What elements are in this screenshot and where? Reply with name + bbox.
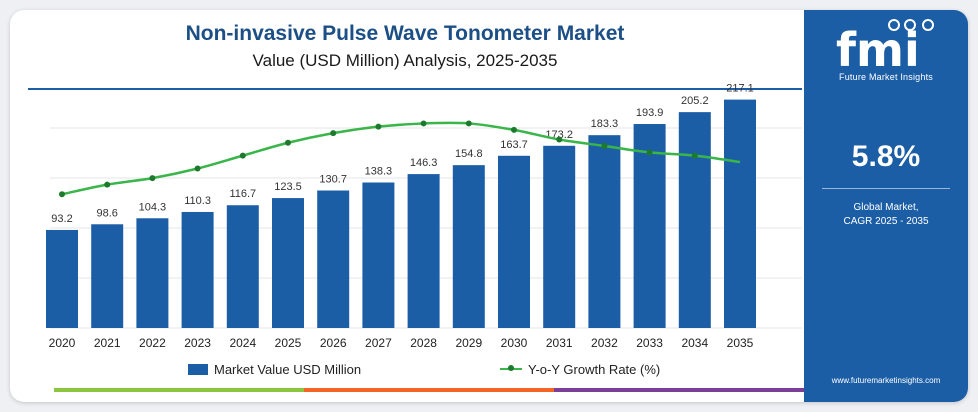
sidebar-panel: fmi Future Market Insights 5.8% Global M… <box>804 10 968 402</box>
bar-value-label-2023: 110.3 <box>184 195 211 207</box>
bar-value-label-2027: 138.3 <box>365 166 393 178</box>
growth-marker-2025 <box>285 139 291 146</box>
bar-value-label-2021: 98.6 <box>96 207 117 219</box>
bar-value-label-2024: 116.7 <box>229 188 256 200</box>
bar-value-label-2032: 183.3 <box>591 118 619 130</box>
footer-strip-orange <box>304 388 554 392</box>
growth-marker-2026 <box>330 130 337 137</box>
x-tick-label-2032: 2032 <box>591 336 618 350</box>
bar-2032 <box>588 135 621 328</box>
bar-value-label-2029: 154.8 <box>455 148 483 160</box>
bar-2022 <box>136 218 169 328</box>
footer-strip-green <box>54 388 304 392</box>
x-tick-label-2029: 2029 <box>455 336 482 350</box>
growth-marker-2030 <box>511 126 517 133</box>
x-tick-label-2035: 2035 <box>727 336 754 350</box>
legend-item-market-value: Market Value USD Million <box>188 360 361 378</box>
x-tick-label-2021: 2021 <box>94 336 121 350</box>
growth-marker-2032 <box>601 142 608 149</box>
cagr-value: 5.8% <box>851 140 921 173</box>
bar-2031 <box>543 145 576 328</box>
bar-value-label-2020: 93.2 <box>51 213 72 225</box>
x-tick-label-2034: 2034 <box>681 336 708 350</box>
bar-2029 <box>452 165 485 328</box>
x-tick-label-2033: 2033 <box>636 336 663 350</box>
bar-2034 <box>678 112 711 328</box>
bar-value-label-2033: 193.9 <box>636 107 664 119</box>
chart-subtitle: Value (USD Million) Analysis, 2025-2035 <box>252 51 558 70</box>
growth-marker-2034 <box>691 152 698 159</box>
website-url: www.futuremarketinsights.com <box>831 376 941 385</box>
x-tick-label-2020: 2020 <box>49 336 76 350</box>
x-tick-label-2030: 2030 <box>501 336 528 350</box>
bar-2020 <box>46 229 78 328</box>
fmi-logo: fmi <box>836 19 934 74</box>
growth-marker-2028 <box>420 120 427 127</box>
growth-marker-2020 <box>59 191 65 198</box>
bar-2030 <box>498 155 530 328</box>
legend-item-growth-rate: Y-o-Y Growth Rate (%) <box>500 360 660 378</box>
bar-value-label-2030: 163.7 <box>500 139 528 151</box>
legend-line-swatch <box>500 365 522 371</box>
x-tick-label-2028: 2028 <box>410 336 437 350</box>
bar-2035 <box>724 99 756 328</box>
growth-marker-2033 <box>646 149 653 156</box>
x-tick-label-2025: 2025 <box>275 336 302 350</box>
bar-2026 <box>317 190 350 328</box>
growth-marker-2031 <box>556 136 563 143</box>
logo-text: fmi <box>836 23 920 74</box>
bar-value-label-2034: 205.2 <box>681 95 709 107</box>
legend-line-label: Y-o-Y Growth Rate (%) <box>528 361 661 377</box>
bar-2033 <box>633 124 666 328</box>
chart-title: Non-invasive Pulse Wave Tonometer Market <box>185 22 625 45</box>
title-divider <box>28 88 802 90</box>
growth-marker-2023 <box>194 165 201 172</box>
logo-subtitle: Future Market Insights <box>839 72 933 82</box>
bar-2021 <box>91 224 124 328</box>
bar-value-label-2028: 146.3 <box>410 157 438 169</box>
growth-marker-2024 <box>239 152 246 159</box>
x-tick-label-2024: 2024 <box>229 336 256 350</box>
footer-strip-purple <box>554 388 804 392</box>
bar-value-label-2022: 104.3 <box>139 201 167 213</box>
x-tick-label-2022: 2022 <box>139 336 166 350</box>
growth-marker-2022 <box>149 175 156 182</box>
legend-bar-swatch <box>188 363 208 375</box>
x-tick-label-2031: 2031 <box>546 336 573 350</box>
sidebar-divider <box>822 188 950 189</box>
growth-marker-2021 <box>104 181 111 188</box>
cagr-label-line1: Global Market, <box>853 202 919 213</box>
bar-2027 <box>362 182 395 328</box>
legend-bar-label: Market Value USD Million <box>214 361 362 377</box>
x-tick-label-2026: 2026 <box>320 336 347 350</box>
bar-2024 <box>226 205 259 328</box>
bar-value-label-2026: 130.7 <box>319 174 347 186</box>
bar-value-label-2035: 217.1 <box>726 83 754 95</box>
growth-rate-line <box>61 121 741 196</box>
bar-2025 <box>272 198 304 328</box>
infographic-card: Non-invasive Pulse Wave Tonometer Market… <box>10 10 968 402</box>
cagr-label-line2: CAGR 2025 - 2035 <box>843 216 929 227</box>
chart-plot: 93.2 2020 98.6 2021 104.3 2022 110.3 2023 116.7 2… <box>46 83 802 350</box>
x-tick-label-2023: 2023 <box>184 336 211 350</box>
bar-2023 <box>181 211 214 328</box>
x-tick-label-2027: 2027 <box>365 336 392 350</box>
bar-value-label-2025: 123.5 <box>274 181 302 193</box>
bar-2028 <box>407 174 440 328</box>
growth-marker-2029 <box>465 120 472 127</box>
growth-marker-2027 <box>375 123 382 130</box>
